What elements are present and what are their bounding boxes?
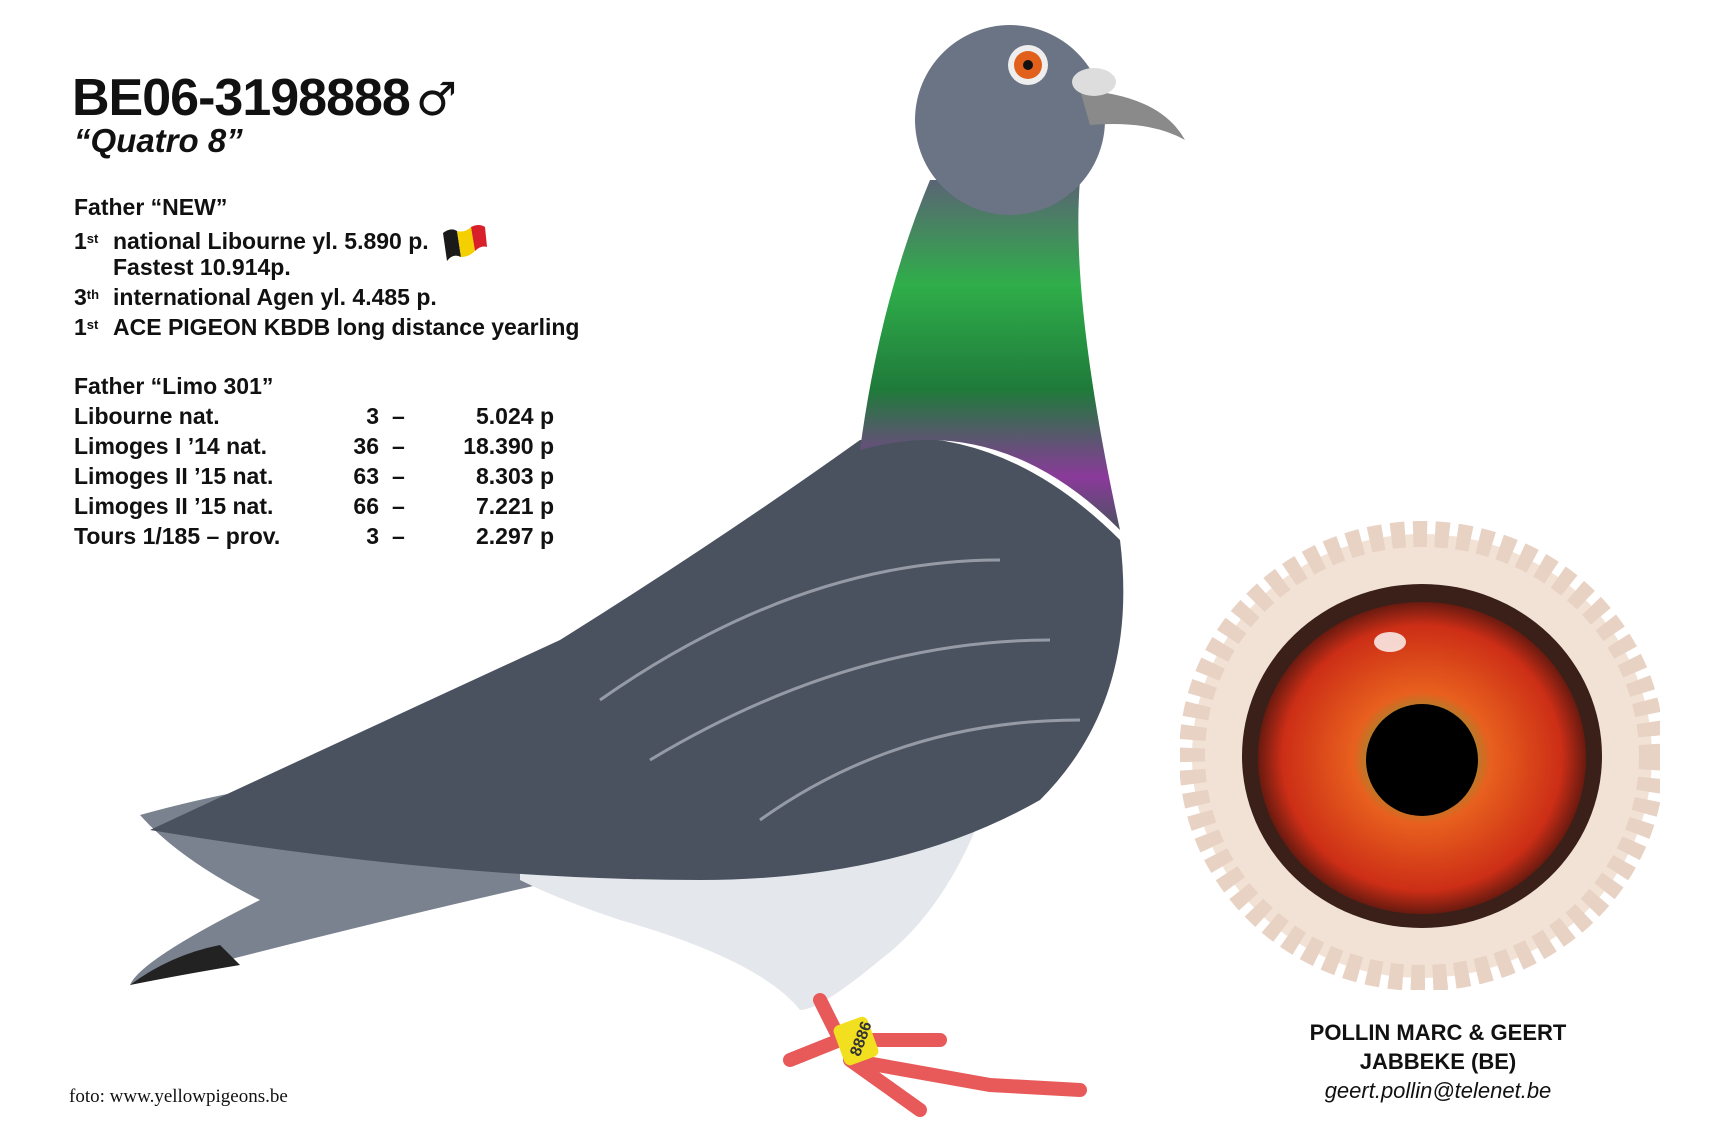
- owner-email: geert.pollin@telenet.be: [1324, 1078, 1552, 1103]
- photo-credit: foto: www.yellowpigeons.be: [69, 1086, 288, 1107]
- pigeon-name: “Quatro 8”: [74, 122, 243, 159]
- beak: [1080, 90, 1185, 140]
- result-row: Limoges II ’15 nat. 63–8.303 p: [74, 463, 554, 489]
- result-line: Fastest 10.914p.: [113, 254, 291, 280]
- leg-ring: [833, 1016, 879, 1066]
- male-symbol-icon: ♂: [415, 72, 457, 126]
- father-new-heading: Father “NEW”: [74, 194, 228, 220]
- result-line: 1st national Libourne yl. 5.890 p.: [74, 223, 489, 263]
- owner-location: JABBEKE (BE): [1359, 1049, 1517, 1074]
- father-limo-heading: Father “Limo 301”: [74, 373, 274, 399]
- pigeon-body: 8886: [130, 25, 1185, 1117]
- result-line: 1st ACE PIGEON KBDB long distance yearlin…: [74, 314, 580, 340]
- ring-number: BE06-3198888: [72, 69, 411, 127]
- result-row: Tours 1/185 – prov. 3–2.297 p: [74, 523, 554, 549]
- ring-number-title: BE06-3198888 ♂: [72, 68, 457, 128]
- result-row: Libourne nat. 3–5.024 p: [74, 403, 554, 429]
- belgium-flag-icon: [442, 225, 487, 261]
- owner-name: POLLIN MARC & GEERT: [1309, 1020, 1567, 1045]
- eye-closeup-photo: [1180, 521, 1660, 990]
- result-line: 3th international Agen yl. 4.485 p.: [74, 284, 437, 310]
- result-row: Limoges II ’15 nat. 66–7.221 p: [74, 493, 554, 519]
- pupil: [1366, 704, 1478, 816]
- result-row: Limoges I ’14 nat. 36–18.390 p: [74, 433, 554, 459]
